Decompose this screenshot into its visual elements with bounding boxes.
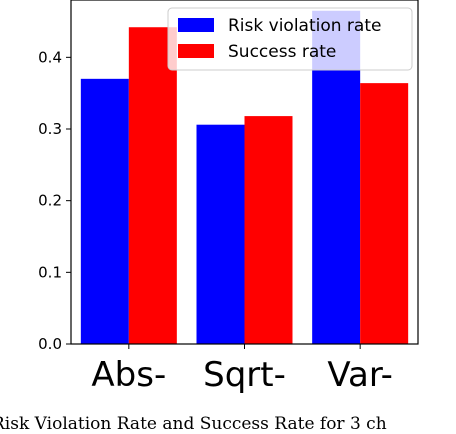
bar-sqrt-series-2	[244, 116, 293, 344]
y-tick-label: 0.4	[38, 48, 62, 66]
plot-frame	[70, 0, 419, 345]
bars-group	[80, 10, 409, 344]
legend-swatch	[178, 44, 214, 58]
y-tick-label: 0.3	[38, 120, 62, 138]
y-axis: 0.0 0.1 0.2 0.3 0.4	[38, 48, 71, 353]
x-axis: Abs- Sqrt- Var-	[91, 344, 393, 395]
bar-sqrt-series-1	[196, 124, 245, 344]
y-tick-label: 0.0	[38, 335, 62, 353]
x-tick-label: Abs-	[91, 355, 166, 395]
legend-entry-label: Success rate	[228, 42, 336, 62]
y-tick-label: 0.2	[38, 192, 62, 210]
legend-box	[167, 7, 413, 71]
x-tick-label: Sqrt-	[203, 355, 286, 395]
x-tick-label: Var-	[327, 355, 393, 395]
bar-var-series-2	[360, 83, 409, 344]
bar-abs-series-2	[128, 27, 177, 344]
bar-abs-series-1	[80, 78, 129, 344]
legend: Risk violation rate Success rate	[167, 7, 413, 71]
legend-swatch	[178, 18, 214, 32]
legend-entry-label: Risk violation rate	[228, 16, 381, 36]
y-tick-label: 0.1	[38, 263, 62, 281]
figure-caption: Risk Violation Rate and Success Rate for…	[0, 414, 387, 434]
